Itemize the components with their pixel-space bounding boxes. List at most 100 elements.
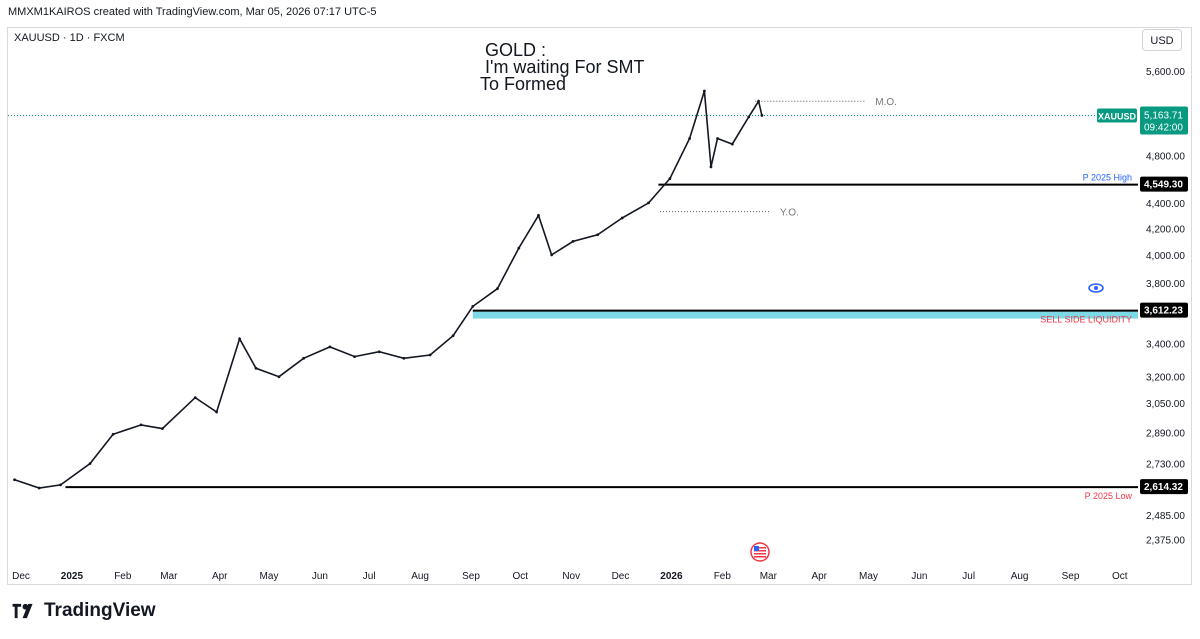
price-point [160,427,164,431]
note-line-1: GOLD : [485,40,547,60]
price-point [709,165,713,169]
sell-side-liquidity-zone [472,310,1138,319]
tradingview-logo-text: TradingView [44,600,156,621]
us-events-flag-icon [750,542,770,562]
note-line-2: I'm waiting For SMT [485,57,645,77]
level-price-label: 4,549.30 [1144,180,1183,191]
price-point [620,216,624,220]
x-tick-label: May [859,571,878,582]
chart-header-title: MMXM1KAIROS created with TradingView.com… [8,6,377,18]
open-level-label: Y.O. [780,208,799,219]
price-point [747,115,751,119]
x-tick-label: Dec [612,571,630,582]
symbol-tag-label: XAUUSD [1098,111,1137,121]
currency-button[interactable]: USD [1142,29,1182,51]
price-point [537,214,540,217]
x-tick-label: Aug [1011,571,1029,582]
last-price-countdown: 09:42:00 [1144,122,1183,133]
y-tick-label: 4,200.00 [1146,224,1185,235]
x-tick-label: 2026 [660,571,683,582]
x-tick-label: Mar [760,571,778,582]
price-point [13,478,16,482]
y-tick-label: 3,800.00 [1146,279,1185,290]
eye-icon [1088,283,1104,293]
x-tick-label: 2025 [61,571,84,582]
price-point [193,396,197,400]
level-label: P 2025 High [1083,173,1132,183]
x-tick-label: Jun [911,571,927,582]
price-point [716,137,719,140]
price-point [37,486,41,490]
symbol-price-tag [1097,108,1137,123]
price-point [571,240,575,243]
y-tick-label: 2,730.00 [1146,459,1185,470]
level-label: P 2025 Low [1085,491,1133,501]
y-tick-label: 2,890.00 [1146,428,1185,439]
symbol-legend[interactable]: XAUUSD · 1D · FXCM [14,32,125,44]
price-point [517,246,521,250]
x-tick-label: Oct [513,571,529,582]
price-point [302,356,306,360]
price-point [688,137,692,140]
x-tick-label: Sep [462,571,480,582]
level-price-label: 2,614.32 [1144,482,1183,493]
price-point [596,233,600,237]
x-tick-label: Feb [114,571,132,582]
price-series-line [14,90,763,489]
x-tick-label: Nov [562,571,580,582]
price-point [377,350,381,354]
price-point [59,483,62,487]
x-tick-label: Jul [363,571,376,582]
y-tick-label: 2,485.00 [1146,511,1185,522]
price-point [702,89,706,93]
price-point [328,345,332,349]
price-point [353,355,356,359]
last-price-tag [1140,106,1188,135]
price-point [451,334,455,338]
x-tick-label: Mar [160,571,178,582]
level-price-tag [1140,176,1188,192]
y-tick-label: 4,800.00 [1146,151,1185,162]
price-point [496,287,499,291]
y-tick-label: 4,400.00 [1146,199,1185,210]
x-tick-label: May [260,571,279,582]
y-tick-label: 3,200.00 [1146,373,1185,384]
level-price-label: 3,612.23 [1144,306,1183,317]
tradingview-logo[interactable]: TradingView [10,600,156,622]
price-chart[interactable]: 5,600.00 4,800.00 4,400.00 4,200.00 4,000.00… [0,0,1200,600]
price-point [88,462,92,465]
y-tick-label: 3,050.00 [1146,399,1185,410]
price-point [402,356,406,360]
open-level-label: M.O. [875,97,897,108]
y-tick-label: 5,600.00 [1146,67,1185,78]
price-point [215,410,218,414]
price-point [550,253,554,257]
price-point [760,114,764,117]
price-point [730,142,734,146]
y-tick-label: 3,400.00 [1146,340,1185,351]
price-point [254,366,258,370]
x-tick-label: Apr [811,571,827,582]
x-tick-label: Sep [1062,571,1080,582]
level-price-tag [1140,479,1188,495]
x-tick-label: Jul [962,571,975,582]
price-point [111,432,115,436]
y-tick-label: 2,375.00 [1146,536,1185,547]
tradingview-logo-icon [12,603,33,619]
x-tick-label: Apr [212,571,228,582]
level-label: SELL SIDE LIQUIDITY [1040,315,1132,325]
x-tick-label: Jun [312,571,328,582]
last-price-value: 5,163.71 [1144,110,1183,121]
price-point [757,99,760,103]
price-point [139,423,143,427]
price-point [238,337,241,341]
y-tick-label: 4,000.00 [1146,251,1185,262]
price-point [647,201,650,205]
price-point [471,304,475,308]
note-line-3: To Formed [480,74,567,94]
price-point [668,177,672,180]
price-point [428,353,432,357]
x-tick-label: Aug [411,571,429,582]
level-price-tag [1140,302,1188,318]
x-tick-label: Dec [12,571,30,582]
